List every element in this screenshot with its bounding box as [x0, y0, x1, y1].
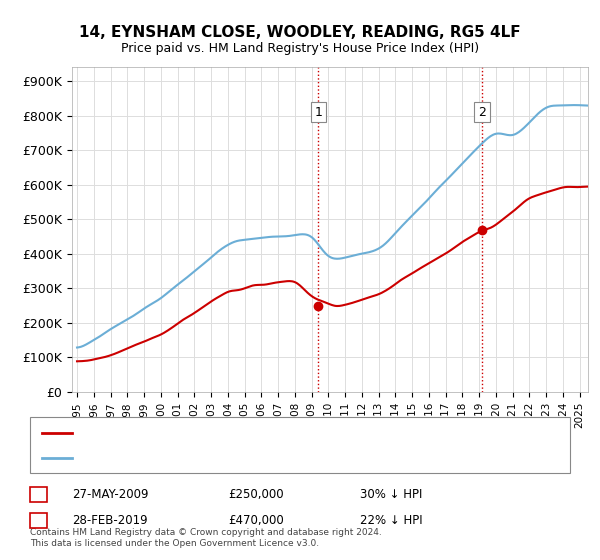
Text: 22% ↓ HPI: 22% ↓ HPI — [360, 514, 422, 527]
Text: HPI: Average price, detached house, Wokingham: HPI: Average price, detached house, Woki… — [78, 452, 345, 463]
Text: 14, EYNSHAM CLOSE, WOODLEY, READING, RG5 4LF: 14, EYNSHAM CLOSE, WOODLEY, READING, RG5… — [79, 25, 521, 40]
Text: £470,000: £470,000 — [228, 514, 284, 527]
Text: Price paid vs. HM Land Registry's House Price Index (HPI): Price paid vs. HM Land Registry's House … — [121, 42, 479, 55]
Text: 1: 1 — [34, 488, 43, 501]
Text: 2: 2 — [478, 106, 486, 119]
Text: 30% ↓ HPI: 30% ↓ HPI — [360, 488, 422, 501]
Text: 28-FEB-2019: 28-FEB-2019 — [72, 514, 148, 527]
Text: 27-MAY-2009: 27-MAY-2009 — [72, 488, 149, 501]
Text: Contains HM Land Registry data © Crown copyright and database right 2024.
This d: Contains HM Land Registry data © Crown c… — [30, 528, 382, 548]
Text: 14, EYNSHAM CLOSE, WOODLEY, READING, RG5 4LF (detached house): 14, EYNSHAM CLOSE, WOODLEY, READING, RG5… — [78, 428, 464, 438]
Text: 1: 1 — [314, 106, 322, 119]
Text: £250,000: £250,000 — [228, 488, 284, 501]
Text: 2: 2 — [34, 514, 43, 527]
